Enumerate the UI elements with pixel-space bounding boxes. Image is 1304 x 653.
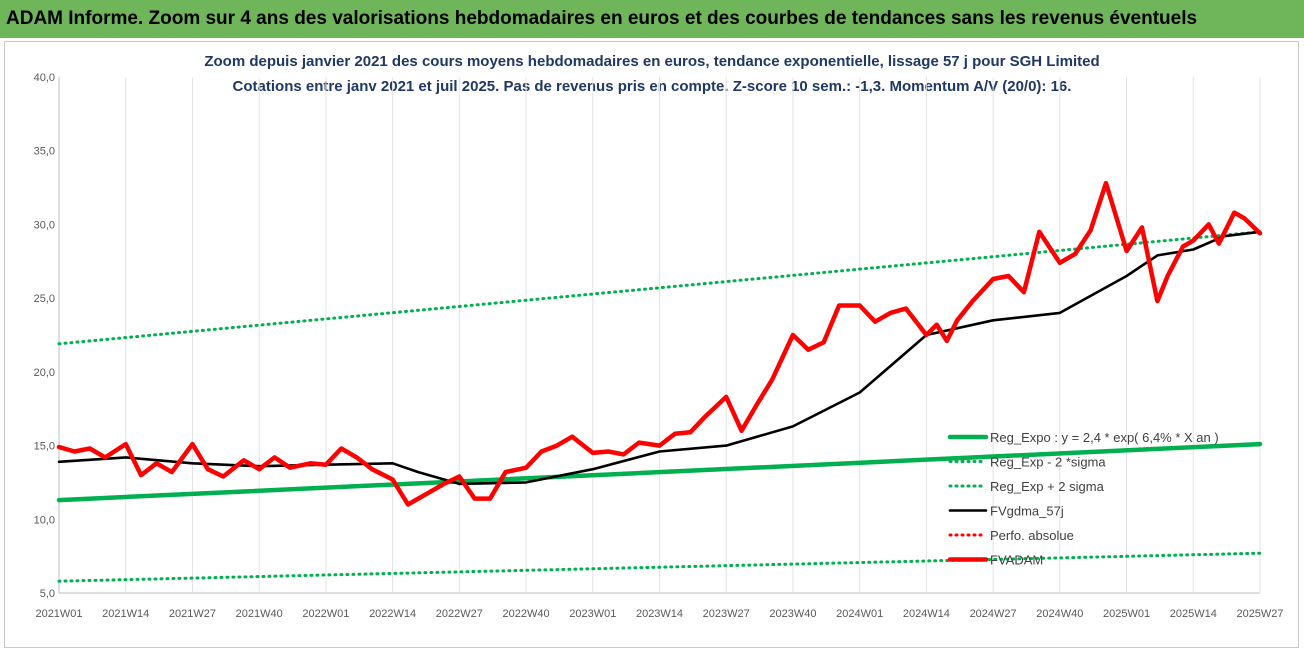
- x-tick-label: 2021W01: [35, 608, 82, 620]
- legend-label: Reg_Exp - 2 *sigma: [990, 455, 1106, 470]
- legend-label: Reg_Expo : y = 2,4 * exp( 6,4% * X an ): [990, 430, 1219, 445]
- chart-subtitle: Cotations entre janv 2021 et juil 2025. …: [232, 78, 1072, 95]
- x-tick-label: 2025W27: [1236, 608, 1283, 620]
- x-tick-label: 2021W40: [236, 608, 283, 620]
- x-tick-label: 2022W01: [302, 608, 349, 620]
- series-line-5: [56, 180, 1263, 507]
- series-lines: [56, 180, 1263, 583]
- legend-label: Reg_Exp + 2 sigma: [990, 479, 1105, 494]
- x-axis: 2021W01 2021W14 2021W27 2021W40 2022W01 2022W…: [35, 608, 1283, 620]
- x-tick-label: 2023W01: [569, 608, 616, 620]
- x-tick-label: 2022W40: [503, 608, 550, 620]
- x-tick-label: 2025W01: [1103, 608, 1150, 620]
- x-tick-label: 2024W27: [970, 608, 1017, 620]
- series-line-1: [57, 551, 1262, 583]
- x-tick-label: 2022W14: [369, 608, 416, 620]
- y-axis: 5,0 10,0 15,0 20,0 25,0 30,0 35,0 40,0: [34, 72, 55, 600]
- gridlines: [58, 77, 1261, 594]
- y-tick-label: 15,0: [34, 441, 55, 453]
- x-tick-label: 2021W14: [102, 608, 149, 620]
- y-tick-label: 5,0: [40, 588, 55, 600]
- y-tick-label: 35,0: [34, 146, 55, 158]
- x-tick-label: 2023W27: [703, 608, 750, 620]
- legend-label: Perfo. absolue: [990, 528, 1074, 543]
- y-tick-label: 25,0: [34, 293, 55, 305]
- y-tick-label: 20,0: [34, 367, 55, 379]
- x-tick-label: 2024W01: [836, 608, 883, 620]
- x-tick-label: 2021W27: [169, 608, 216, 620]
- legend: Reg_Expo : y = 2,4 * exp( 6,4% * X an ) R…: [947, 430, 1219, 568]
- series-line-0: [56, 441, 1263, 503]
- x-tick-label: 2023W14: [636, 608, 683, 620]
- x-tick-label: 2022W27: [436, 608, 483, 620]
- chart-frame: [4, 41, 1299, 648]
- legend-label: FVADAM: [990, 553, 1043, 568]
- x-tick-label: 2023W40: [769, 608, 816, 620]
- y-tick-label: 40,0: [34, 72, 55, 84]
- legend-label: FVgdma_57j: [990, 504, 1064, 519]
- chart-title: Zoom depuis janvier 2021 des cours moyen…: [204, 53, 1100, 70]
- y-tick-label: 30,0: [34, 219, 55, 231]
- y-tick-label: 10,0: [34, 514, 55, 526]
- x-tick-label: 2025W14: [1170, 608, 1217, 620]
- x-tick-label: 2024W40: [1036, 608, 1083, 620]
- page-banner: ADAM Informe. Zoom sur 4 ans des valoris…: [0, 0, 1304, 38]
- x-tick-label: 2024W14: [903, 608, 950, 620]
